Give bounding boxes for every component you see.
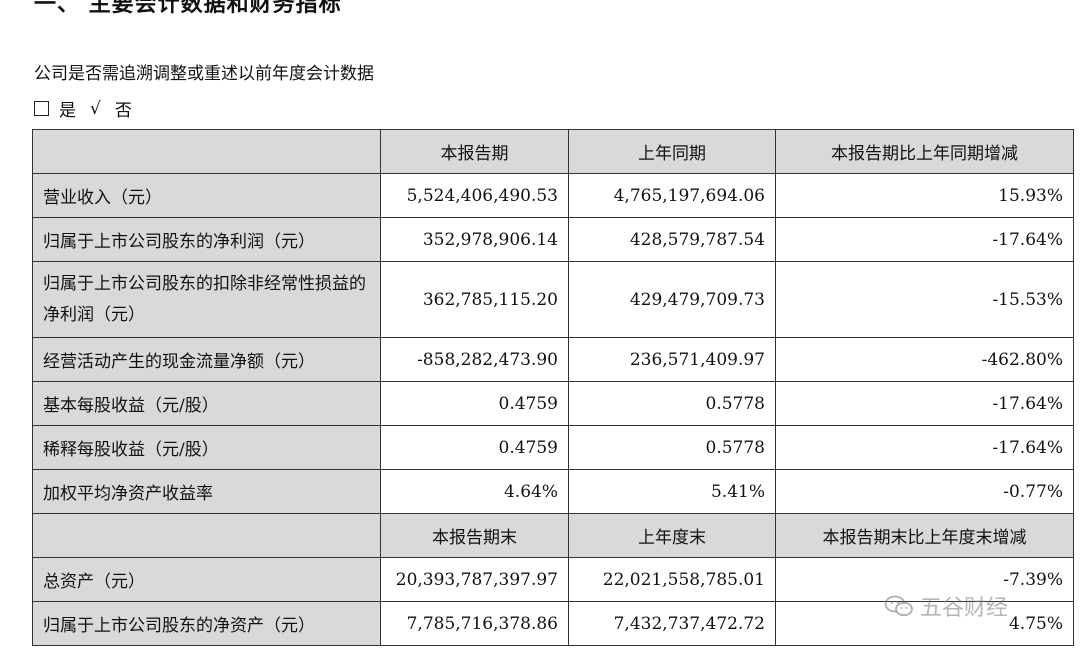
header-cell: 本报告期末比上年度末增减 — [775, 513, 1074, 558]
table-row: 基本每股收益（元/股） 0.4759 0.5778 -17.64% — [32, 381, 1074, 426]
change-value: -17.64% — [775, 425, 1074, 470]
current-value: 20,393,787,397.97 — [380, 557, 569, 602]
header-cell: 上年同期 — [568, 129, 776, 174]
change-value: -15.53% — [775, 261, 1074, 338]
row-label: 归属于上市公司股东的扣除非经常性损益的净利润（元） — [32, 261, 381, 338]
previous-value: 22,021,558,785.01 — [568, 557, 776, 602]
table-row: 经营活动产生的现金流量净额（元） -858,282,473.90 236,571… — [32, 337, 1074, 382]
wechat-icon — [884, 595, 913, 617]
header-cell: 本报告期末 — [380, 513, 569, 558]
previous-value: 236,571,409.97 — [568, 337, 776, 382]
table-row: 归属于上市公司股东的扣除非经常性损益的净利润（元） 362,785,115.20… — [32, 261, 1074, 338]
row-label: 加权平均净资产收益率 — [32, 469, 381, 514]
change-value: -0.77% — [775, 469, 1074, 514]
header-cell: 上年度末 — [568, 513, 776, 558]
previous-value: 428,579,787.54 — [568, 217, 776, 262]
table-row: 归属于上市公司股东的净资产（元） 7,785,716,378.86 7,432,… — [32, 601, 1074, 646]
previous-value: 0.5778 — [568, 425, 776, 470]
financial-indicators-table: 本报告期 上年同期 本报告期比上年同期增减 营业收入（元） 5,524,406,… — [32, 129, 1074, 646]
row-label: 归属于上市公司股东的净利润（元） — [32, 217, 381, 262]
row-label: 总资产（元） — [32, 557, 381, 602]
checkbox-yes — [34, 101, 49, 116]
section-heading: 一、 主要会计数据和财务指标 — [34, 0, 342, 17]
change-value: -17.64% — [775, 381, 1074, 426]
watermark-text: 五谷财经 — [920, 596, 1009, 621]
change-value: -17.64% — [775, 217, 1074, 262]
header-blank-cell — [32, 129, 381, 174]
header-cell: 本报告期比上年同期增减 — [775, 129, 1074, 174]
table-row: 总资产（元） 20,393,787,397.97 22,021,558,785.… — [32, 557, 1074, 602]
check-mark-icon: √ — [90, 98, 101, 119]
row-label: 营业收入（元） — [32, 173, 381, 218]
table-header-row: 本报告期 上年同期 本报告期比上年同期增减 — [32, 129, 1074, 174]
current-value: 5,524,406,490.53 — [380, 173, 569, 218]
current-value: 7,785,716,378.86 — [380, 601, 569, 646]
header-blank-cell — [32, 513, 381, 558]
table-subheader-row: 本报告期末 上年度末 本报告期末比上年度末增减 — [32, 513, 1074, 558]
row-label: 经营活动产生的现金流量净额（元） — [32, 337, 381, 382]
current-value: 362,785,115.20 — [380, 261, 569, 338]
table-row: 稀释每股收益（元/股） 0.4759 0.5778 -17.64% — [32, 425, 1074, 470]
table-row: 归属于上市公司股东的净利润（元） 352,978,906.14 428,579,… — [32, 217, 1074, 262]
current-value: 4.64% — [380, 469, 569, 514]
previous-value: 7,432,737,472.72 — [568, 601, 776, 646]
change-value: 15.93% — [775, 173, 1074, 218]
option-yes-label: 是 — [59, 101, 76, 121]
previous-value: 5.41% — [568, 469, 776, 514]
current-value: 0.4759 — [380, 425, 569, 470]
restatement-options: 是 √ 否 — [34, 96, 132, 121]
previous-value: 0.5778 — [568, 381, 776, 426]
current-value: 0.4759 — [380, 381, 569, 426]
option-no-label: 否 — [114, 101, 132, 121]
current-value: -858,282,473.90 — [380, 337, 569, 382]
table-row: 营业收入（元） 5,524,406,490.53 4,765,197,694.0… — [32, 173, 1074, 218]
change-value: 4.75% — [775, 601, 1074, 646]
row-label: 基本每股收益（元/股） — [32, 381, 381, 426]
watermark: 五谷财经 — [884, 590, 1008, 622]
previous-value: 4,765,197,694.06 — [568, 173, 776, 218]
change-value: -462.80% — [775, 337, 1074, 382]
table-row: 加权平均净资产收益率 4.64% 5.41% -0.77% — [32, 469, 1074, 514]
current-value: 352,978,906.14 — [380, 217, 569, 262]
row-label: 稀释每股收益（元/股） — [32, 425, 381, 470]
previous-value: 429,479,709.73 — [568, 261, 776, 338]
header-cell: 本报告期 — [380, 129, 569, 174]
restatement-question: 公司是否需追溯调整或重述以前年度会计数据 — [34, 64, 374, 84]
row-label: 归属于上市公司股东的净资产（元） — [32, 601, 381, 646]
